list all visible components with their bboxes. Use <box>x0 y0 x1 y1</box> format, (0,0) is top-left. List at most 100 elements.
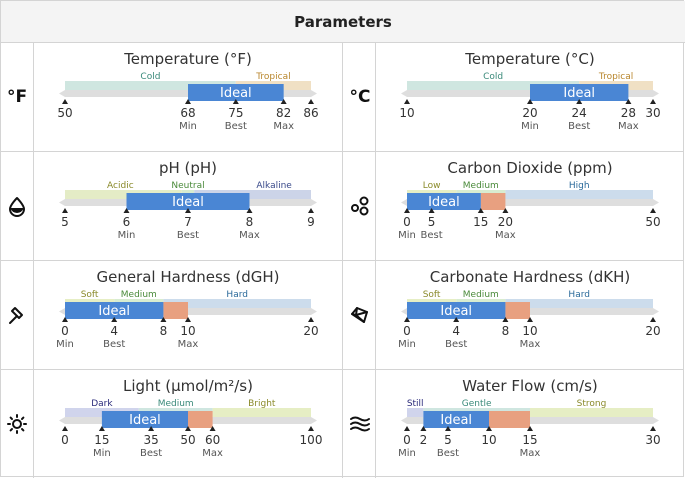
zone-label: Medium <box>121 290 157 300</box>
tick-marker <box>185 426 191 431</box>
tick-value: 10 <box>481 433 496 447</box>
icon-stroke <box>9 196 25 217</box>
zone-label: Soft <box>81 290 99 300</box>
tolerance-bar <box>505 302 530 319</box>
parameter-card-temp-f: Temperature (°F) Cold Tropical Ideal 50 68 Min… <box>34 42 342 150</box>
zone-label: Acidic <box>107 181 134 191</box>
parameter-title: Carbon Dioxide (ppm) <box>447 159 613 177</box>
tick-value: 50 <box>57 106 72 120</box>
parameter-title: Water Flow (cm/s) <box>462 377 598 395</box>
bubbles-icon <box>343 151 377 260</box>
tick-value: 2 <box>420 433 428 447</box>
parameter-title: pH (pH) <box>158 159 218 177</box>
tick-marker <box>185 317 191 322</box>
tick-value: 100 <box>300 433 323 447</box>
icon-stroke <box>359 206 369 215</box>
tick-value: 86 <box>303 106 318 120</box>
tick-value: 7 <box>184 215 192 229</box>
icon-stroke <box>21 416 25 420</box>
icon-stroke <box>21 427 25 431</box>
tick-value: 20 <box>522 106 537 120</box>
ideal-label: Ideal <box>172 195 204 210</box>
tick-caption: Min <box>521 121 539 132</box>
parameter-title: Light (µmol/m²/s) <box>123 377 253 395</box>
zone-label: Neutral <box>171 181 204 191</box>
zone-band-cold <box>407 81 580 90</box>
tolerance-bar <box>163 302 188 319</box>
zone-band-bright <box>212 408 311 417</box>
tick-value: 0 <box>61 324 69 338</box>
icon-stroke <box>10 207 24 213</box>
tick-value: 28 <box>621 106 636 120</box>
tick-marker <box>650 208 656 213</box>
tick-marker <box>246 208 253 213</box>
parameter-title: General Hardness (dGH) <box>96 268 280 286</box>
gem-icon <box>343 260 377 369</box>
ideal-bar <box>407 302 506 319</box>
zone-band-hard <box>505 299 653 308</box>
tick-caption: Max <box>239 230 260 241</box>
tolerance-bar <box>489 411 530 428</box>
zone-label: Bright <box>248 399 276 409</box>
tick-caption: Max <box>495 230 516 241</box>
zone-band-high <box>505 190 653 199</box>
zone-band-still <box>407 408 424 417</box>
wave-icon <box>343 369 377 478</box>
tick-value: 24 <box>572 106 587 120</box>
zone-label: Strong <box>577 399 607 409</box>
ideal-label: Ideal <box>98 304 130 319</box>
tick-value: 20 <box>498 215 513 229</box>
tick-caption: Max <box>520 339 541 350</box>
parameter-card-kh: Carbonate Hardness (dKH) Soft Medium Hard Id… <box>376 260 684 368</box>
tick-value: 8 <box>160 324 168 338</box>
zone-label: Hard <box>568 290 590 300</box>
tick-marker <box>308 426 314 431</box>
panel-header: Parameters <box>1 1 685 43</box>
tick-marker <box>62 426 68 431</box>
tick-marker <box>650 426 656 431</box>
tick-value: 9 <box>307 215 315 229</box>
celsius-glyph: °C <box>343 42 377 151</box>
parameter-card-ph: pH (pH) Acidic Neutral Alkaline Ideal 5 6 Min 7 B… <box>34 151 342 259</box>
tick-marker <box>404 208 410 213</box>
ideal-label: Ideal <box>129 413 161 428</box>
tick-value: 50 <box>645 215 660 229</box>
tick-value: 30 <box>645 433 660 447</box>
tick-caption: Best <box>225 121 247 132</box>
tick-marker <box>111 317 118 322</box>
tick-marker <box>625 99 632 104</box>
tick-marker <box>160 317 167 322</box>
zone-label: High <box>569 181 590 191</box>
icon-stroke <box>351 306 368 323</box>
tick-caption: Min <box>56 339 74 350</box>
tick-value: 20 <box>303 324 318 338</box>
tick-value: 10 <box>399 106 414 120</box>
tick-marker <box>308 317 314 322</box>
ideal-label: Ideal <box>440 304 472 319</box>
tick-marker <box>650 99 656 104</box>
tick-value: 5 <box>428 215 436 229</box>
tick-marker <box>404 99 410 104</box>
tick-marker <box>576 99 583 104</box>
tick-marker <box>209 426 216 431</box>
tick-value: 0 <box>403 433 411 447</box>
ideal-bar <box>423 411 489 428</box>
tick-value: 5 <box>61 215 69 229</box>
zone-band-cold <box>65 81 236 90</box>
tick-marker <box>453 317 460 322</box>
icon-stroke <box>9 416 13 420</box>
tick-marker <box>232 99 239 104</box>
drop-icon <box>0 151 34 260</box>
tick-value: 0 <box>403 215 411 229</box>
zone-label: Still <box>407 399 424 409</box>
tick-marker <box>486 426 492 431</box>
icon-glyph-text: °C <box>349 86 371 107</box>
ideal-bar <box>188 84 284 101</box>
tick-caption: Min <box>398 230 416 241</box>
tick-marker <box>185 208 191 213</box>
